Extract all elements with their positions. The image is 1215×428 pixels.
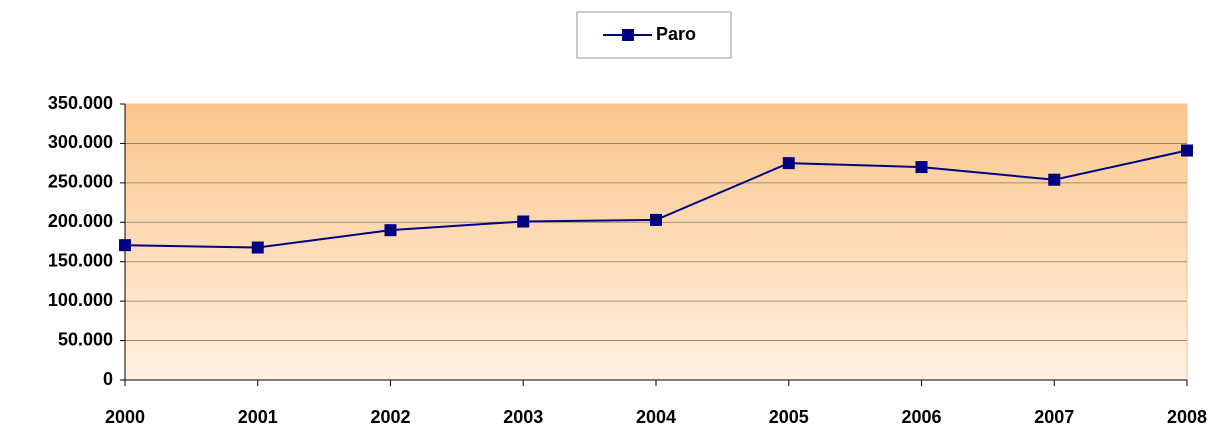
marker (650, 213, 662, 226)
y-tick-label: 100.000 (48, 290, 113, 310)
x-tick-label: 2004 (636, 407, 676, 427)
marker (384, 224, 397, 237)
y-tick-label: 350.000 (48, 93, 113, 113)
marker (119, 239, 131, 252)
x-tick-label: 2008 (1167, 407, 1207, 427)
marker (517, 215, 530, 228)
legend (576, 11, 732, 59)
marker (1048, 173, 1061, 186)
y-tick-label: 200.000 (48, 211, 113, 231)
x-tick-label: 2001 (238, 407, 278, 427)
legend-label: Paro (656, 24, 696, 44)
y-tick-label: 0 (103, 369, 113, 389)
x-tick-label: 2006 (901, 407, 941, 427)
x-tick-label: 2007 (1034, 407, 1074, 427)
x-tick-label: 2003 (503, 407, 543, 427)
y-tick-label: 50.000 (58, 329, 113, 349)
marker (251, 241, 264, 254)
x-tick-label: 2005 (769, 407, 809, 427)
marker (915, 161, 928, 174)
plot-area (124, 103, 1188, 381)
legend-marker (622, 29, 634, 41)
y-tick-label: 300.000 (48, 132, 113, 152)
marker (1181, 144, 1193, 157)
x-tick-label: 2002 (370, 407, 410, 427)
y-tick-label: 150.000 (48, 250, 113, 270)
y-tick-label: 250.000 (48, 172, 113, 192)
marker (782, 157, 795, 170)
x-tick-label: 2000 (105, 407, 145, 427)
